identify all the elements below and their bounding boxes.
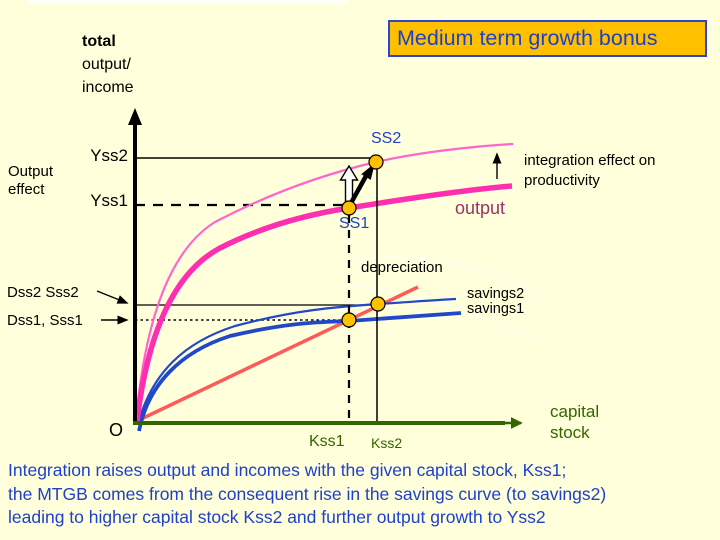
depreciation-label: depreciation bbox=[361, 259, 443, 276]
yss1-label: Yss1 bbox=[90, 191, 128, 210]
savings2-curve bbox=[136, 297, 457, 425]
savings1-curve bbox=[137, 311, 462, 432]
integration-effect-label: integration effect on productivity bbox=[524, 152, 656, 189]
output-curve bbox=[134, 183, 513, 422]
integration-effect-curve bbox=[134, 142, 514, 422]
ss2-label: SS2 bbox=[371, 130, 402, 147]
yss2-label: Yss2 bbox=[90, 146, 128, 165]
origin-label: O bbox=[109, 420, 124, 440]
savings1-label: savings1 bbox=[467, 301, 525, 317]
y-axis-title-line3: income bbox=[82, 79, 134, 96]
kss1-savings1-point bbox=[341, 312, 357, 328]
depreciation-curve bbox=[136, 285, 419, 423]
savings2-label: savings2 bbox=[467, 286, 525, 302]
caption: Integration raises output and incomes wi… bbox=[8, 459, 714, 530]
output-effect-label: Output effect bbox=[8, 163, 54, 198]
output-curve-label: output bbox=[455, 198, 506, 218]
caption-line1: Integration raises output and incomes wi… bbox=[8, 460, 567, 480]
title-banner: Medium term growth bonus bbox=[388, 20, 707, 57]
y-axis-title-line2: output/ bbox=[82, 56, 131, 73]
y-axis-title: total output/ income bbox=[82, 30, 134, 99]
caption-line3: leading to higher capital stock Kss2 and… bbox=[8, 507, 546, 527]
dss2-sss2-label: Dss2 Sss2 bbox=[7, 284, 79, 301]
ss1-to-ss2-arrow-shaft bbox=[349, 174, 368, 205]
kss2-label: Kss2 bbox=[371, 435, 403, 451]
y-axis-title-line1: total bbox=[82, 33, 116, 50]
top-edge-strip bbox=[28, 0, 348, 3]
ss1-label: SS1 bbox=[339, 215, 370, 232]
y-axis-arrowhead bbox=[128, 108, 142, 125]
dss1-sss1-label: Dss1, Sss1 bbox=[7, 312, 83, 329]
kss1-label: Kss1 bbox=[309, 433, 345, 450]
kss2-savings2-point bbox=[370, 296, 386, 312]
ss2-point bbox=[368, 154, 384, 170]
dss2-pointer-arrow bbox=[96, 290, 129, 304]
background-arc-2 bbox=[343, 283, 536, 341]
background-arc-1 bbox=[351, 256, 551, 305]
ss1-point bbox=[341, 200, 357, 216]
x-axis-title: capital stock bbox=[550, 402, 600, 442]
caption-line2: the MTGB comes from the consequent rise … bbox=[8, 483, 607, 504]
